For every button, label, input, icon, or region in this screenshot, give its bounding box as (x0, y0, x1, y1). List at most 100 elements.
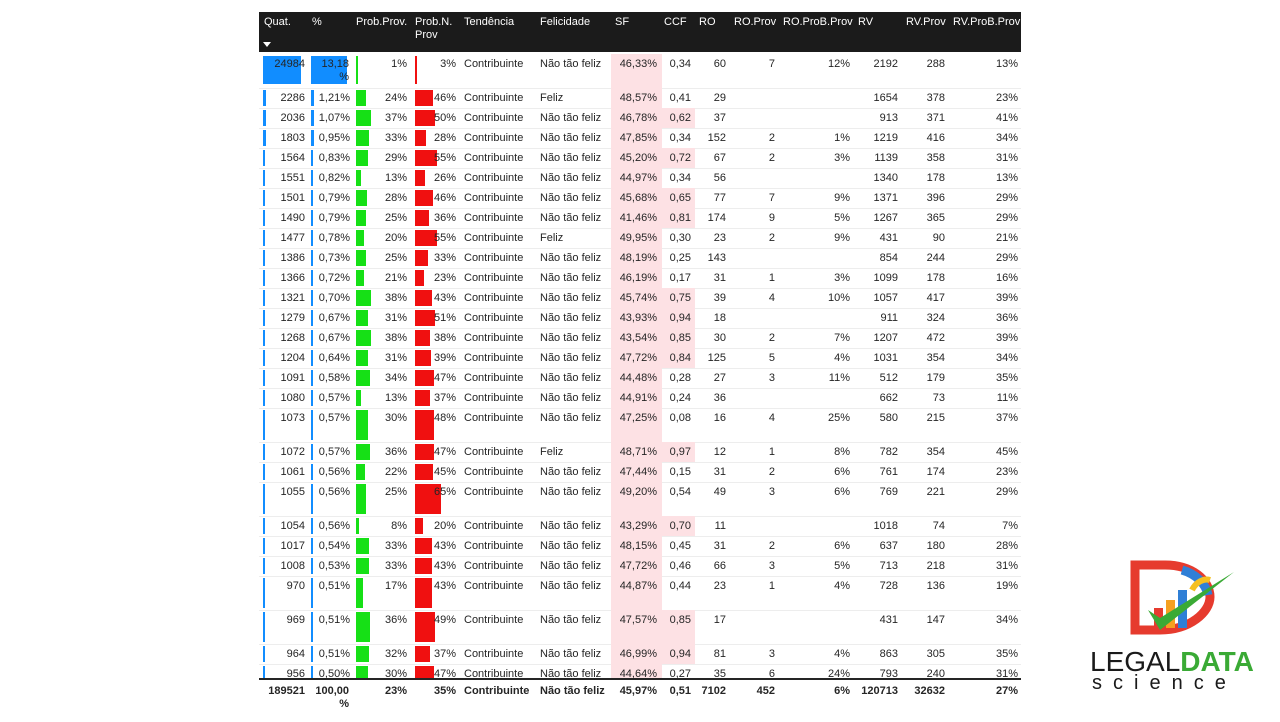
table-row[interactable]: 1055 0,56% 25% 65% Contribuinte Não tão feliz… (259, 482, 1021, 517)
total-quat: 189521 (268, 685, 305, 697)
table-row[interactable]: 1551 0,82% 13% 26% Contribuinte Não tão feliz… (259, 168, 1021, 189)
column-header[interactable]: CCF (664, 16, 687, 28)
cell-ccf: 0,81 (669, 212, 691, 224)
cell-rv-prov: 240 (926, 668, 945, 680)
table-row[interactable]: 1501 0,79% 28% 46% Contribuinte Não tão feliz… (259, 188, 1021, 209)
cell-pct: 0,51% (318, 648, 350, 660)
cell-tend: Contribuinte (464, 372, 524, 384)
cell-rv-prob-prov: 35% (995, 648, 1018, 660)
column-header[interactable]: % (312, 16, 322, 28)
cell-ro-prob-prov (779, 252, 850, 265)
sf-highlight (611, 368, 662, 388)
cell-ro-prov: 3 (768, 486, 775, 498)
cell-ro-prov: 7 (768, 58, 775, 70)
cell-pct: 0,79% (318, 212, 350, 224)
table-row[interactable]: 2036 1,07% 37% 50% Contribuinte Não tão feliz… (259, 108, 1021, 129)
table-row[interactable]: 1017 0,54% 33% 43% Contribuinte Não tão feliz… (259, 536, 1021, 557)
cell-ro-prov: 3 (768, 648, 775, 660)
table-row[interactable]: 1803 0,95% 33% 28% Contribuinte Não tão feliz… (259, 128, 1021, 149)
cell-prob-n-prov: 23% (433, 272, 456, 284)
cell-prob-n-prov: 47% (433, 372, 456, 384)
table-row[interactable]: 1268 0,67% 38% 38% Contribuinte Não tão feliz… (259, 328, 1021, 349)
cell-ro-prov: 1 (768, 446, 775, 458)
cell-quat: 1080 (280, 392, 305, 404)
pct-bar (311, 558, 313, 574)
cell-rv-prob-prov: 39% (995, 292, 1018, 304)
table-row[interactable]: 1204 0,64% 31% 39% Contribuinte Não tão feliz… (259, 348, 1021, 369)
ccf-highlight (662, 208, 695, 228)
pct-bar (311, 410, 313, 440)
cell-ro-prob-prov (779, 312, 850, 325)
table-row[interactable]: 24984 13,18 % 1% 3% Contribuinte Não tão feli… (259, 54, 1021, 89)
cell-quat: 1054 (280, 520, 305, 532)
table-row[interactable]: 1366 0,72% 21% 23% Contribuinte Não tão feliz… (259, 268, 1021, 289)
cell-pct: 0,67% (318, 312, 350, 324)
cell-ro-prob-prov: 25% (827, 412, 850, 424)
cell-rv: 761 (879, 466, 898, 478)
table-row[interactable]: 970 0,51% 17% 43% Contribuinte Não tão feliz 4… (259, 576, 1021, 611)
total-felic: Não tão feliz (540, 685, 605, 697)
sort-desc-icon[interactable] (263, 42, 271, 47)
column-header[interactable]: Quat. (264, 16, 291, 28)
table-row[interactable]: 1008 0,53% 33% 43% Contribuinte Não tão feliz… (259, 556, 1021, 577)
cell-ro-prob-prov (779, 614, 850, 627)
column-header[interactable]: Prob.N. Prov (415, 16, 453, 41)
cell-sf: 43,54% (619, 332, 657, 344)
table-row[interactable]: 1091 0,58% 34% 47% Contribuinte Não tão feliz… (259, 368, 1021, 389)
table-row[interactable]: 1386 0,73% 25% 33% Contribuinte Não tão feliz… (259, 248, 1021, 269)
cell-rv-prov: 472 (926, 332, 945, 344)
cell-ro-prov (733, 172, 775, 185)
column-header[interactable]: Felicidade (540, 16, 591, 28)
table-row[interactable]: 1477 0,78% 20% 55% Contribuinte Feliz 49,95% 0,… (259, 228, 1021, 249)
table-row[interactable]: 2286 1,21% 24% 46% Contribuinte Feliz 48,57% 0,… (259, 88, 1021, 109)
prob_prov-bar (356, 558, 369, 574)
table-row[interactable]: 1279 0,67% 31% 51% Contribuinte Não tão feliz… (259, 308, 1021, 329)
column-header[interactable]: RO (699, 16, 716, 28)
cell-ccf: 0,45 (669, 540, 691, 552)
column-header[interactable]: Tendência (464, 16, 515, 28)
prob_prov-bar (356, 484, 366, 514)
cell-prob-prov: 32% (384, 648, 407, 660)
cell-tend: Contribuinte (464, 92, 524, 104)
cell-sf: 44,87% (619, 580, 657, 592)
cell-sf: 47,72% (619, 560, 657, 572)
prob_prov-bar (356, 410, 368, 440)
cell-prob-prov: 38% (384, 292, 407, 304)
sf-highlight (611, 108, 662, 128)
cell-rv: 782 (879, 446, 898, 458)
quat-bar (263, 230, 265, 246)
cell-rv-prob-prov: 39% (995, 332, 1018, 344)
cell-ccf: 0,41 (669, 92, 691, 104)
column-header[interactable]: RV.Prov (906, 16, 946, 28)
pct-bar (311, 290, 313, 306)
quat-bar (263, 370, 265, 386)
table-row[interactable]: 1061 0,56% 22% 45% Contribuinte Não tão feliz… (259, 462, 1021, 483)
table-row[interactable]: 1321 0,70% 38% 43% Contribuinte Não tão feliz… (259, 288, 1021, 309)
cell-pct: 0,83% (318, 152, 350, 164)
cell-rv-prob-prov: 34% (995, 614, 1018, 626)
table-row[interactable]: 1080 0,57% 13% 37% Contribuinte Não tão feliz… (259, 388, 1021, 409)
table-row[interactable]: 969 0,51% 36% 49% Contribuinte Não tão feliz 4… (259, 610, 1021, 645)
column-header[interactable]: RO.ProB.Prov (783, 16, 853, 28)
column-header[interactable]: RO.Prov (734, 16, 777, 28)
column-header[interactable]: RV.ProB.Prov (953, 16, 1021, 28)
cell-quat: 2286 (280, 92, 305, 104)
column-header[interactable]: Prob.Prov. (356, 16, 408, 28)
cell-ro-prob-prov (779, 92, 850, 105)
table-row[interactable]: 1490 0,79% 25% 36% Contribuinte Não tão feliz… (259, 208, 1021, 229)
pct-bar (311, 484, 313, 514)
prob_n_prov-bar (415, 290, 432, 306)
table-row[interactable]: 964 0,51% 32% 37% Contribuinte Não tão feliz 4… (259, 644, 1021, 665)
ccf-highlight (662, 610, 695, 644)
table-row[interactable]: 1072 0,57% 36% 47% Contribuinte Feliz 48,71% 0,… (259, 442, 1021, 463)
cell-rv-prov: 174 (926, 466, 945, 478)
column-header[interactable]: RV (858, 16, 874, 28)
cell-ccf: 0,94 (669, 648, 691, 660)
table-row[interactable]: 1073 0,57% 30% 48% Contribuinte Não tão feliz… (259, 408, 1021, 443)
column-header[interactable]: SF (615, 16, 630, 28)
table-row[interactable]: 1054 0,56% 8% 20% Contribuinte Não tão feliz 4… (259, 516, 1021, 537)
cell-tend: Contribuinte (464, 192, 524, 204)
prob_prov-bar (356, 130, 369, 146)
table-row[interactable]: 1564 0,83% 29% 55% Contribuinte Não tão feliz… (259, 148, 1021, 169)
cell-rv: 1139 (874, 152, 898, 164)
